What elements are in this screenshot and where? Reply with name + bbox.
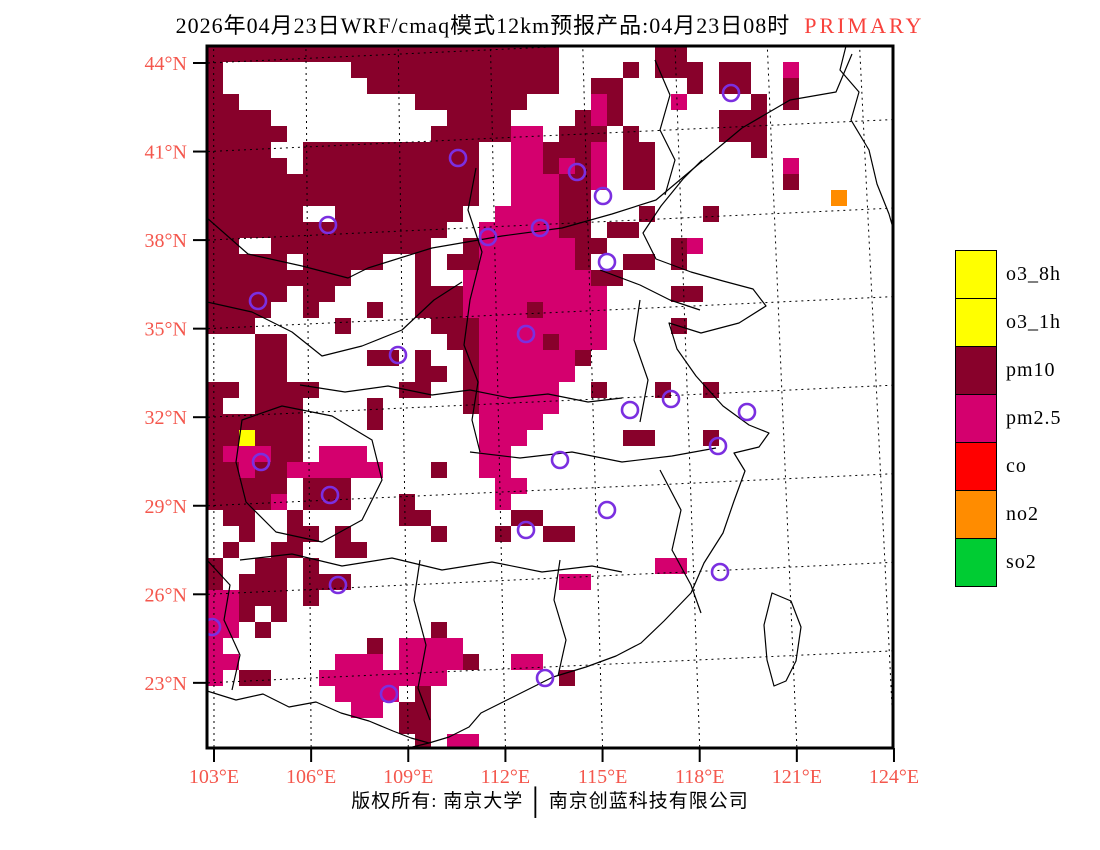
pollution-raster [207, 46, 847, 748]
city-marker-icon [379, 684, 399, 704]
province-boundaries [207, 46, 893, 748]
lat-tick-label: 35°N [145, 319, 187, 341]
map-inner [207, 46, 893, 748]
lat-tick-label: 26°N [145, 584, 187, 606]
city-marker-icon [550, 450, 570, 470]
city-marker-icon [516, 520, 536, 540]
legend-label: pm10 [1006, 359, 1056, 381]
title-highlight: PRIMARY [804, 13, 925, 38]
city-marker-icon [620, 400, 640, 420]
city-marker-icon [248, 291, 268, 311]
city-marker-icon [593, 186, 613, 206]
lat-tick-label: 29°N [145, 496, 187, 518]
lon-tick-label: 121°E [772, 766, 822, 788]
city-marker-icon [567, 162, 587, 182]
map-frame [205, 44, 895, 750]
title-main: 2026年04月23日WRF/cmaq模式12km预报产品:04月23日08时 [175, 13, 791, 38]
lat-tick-label: 32°N [145, 407, 187, 429]
lon-tick-label: 106°E [286, 766, 336, 788]
legend-label: no2 [1006, 503, 1039, 525]
legend-item-co: co [955, 442, 1100, 491]
legend-item-no2: no2 [955, 490, 1100, 539]
city-marker-icon [737, 402, 757, 422]
legend-item-o3_1h: o3_1h [955, 298, 1100, 347]
legend-swatch [955, 250, 997, 299]
city-marker-icon [516, 324, 536, 344]
page-title: 2026年04月23日WRF/cmaq模式12km预报产品:04月23日08时 P… [0, 8, 1100, 40]
legend-item-pm2.5: pm2.5 [955, 394, 1100, 443]
lon-tick-label: 109°E [383, 766, 433, 788]
city-marker-icon [448, 148, 468, 168]
city-marker-icon [478, 227, 498, 247]
city-marker-icon [318, 215, 338, 235]
graticule [207, 46, 893, 748]
lat-tick-label: 44°N [145, 53, 187, 75]
copyright-footer: 版权所有: 南京大学 │ 南京创蓝科技有限公司 [0, 786, 1100, 817]
city-marker-icon [530, 218, 550, 238]
legend-label: pm2.5 [1006, 407, 1062, 429]
city-marker-icon [597, 500, 617, 520]
city-marker-icon [320, 485, 340, 505]
lon-tick-label: 112°E [481, 766, 530, 788]
city-marker-icon [535, 668, 555, 688]
legend-label: o3_1h [1006, 311, 1061, 333]
axis-ticks-labels: 44°N 41°N 38°N 35°N 32°N 29°N 26°N 23°N 103°E 106… [145, 53, 920, 788]
city-marker-icon [207, 617, 222, 637]
city-markers [207, 83, 757, 704]
city-marker-icon [328, 575, 348, 595]
lon-tick-label: 115°E [578, 766, 627, 788]
legend-swatch [955, 490, 997, 539]
legend-swatch [955, 394, 997, 443]
copyright-right: 南京创蓝科技有限公司 [548, 791, 749, 812]
city-marker-icon [251, 452, 271, 472]
lat-tick-label: 41°N [145, 142, 187, 164]
legend-label: so2 [1006, 551, 1037, 573]
city-marker-icon [388, 345, 408, 365]
legend-label: o3_8h [1006, 263, 1061, 285]
pollutant-legend: o3_8h o3_1h pm10 pm2.5 co no2 so2 [955, 250, 1100, 587]
city-marker-icon [708, 436, 728, 456]
city-marker-icon [710, 562, 730, 582]
legend-swatch [955, 442, 997, 491]
legend-item-o3_8h: o3_8h [955, 250, 1100, 299]
legend-item-pm10: pm10 [955, 346, 1100, 395]
lat-tick-label: 38°N [145, 230, 187, 252]
lon-tick-label: 118°E [675, 766, 724, 788]
legend-swatch [955, 538, 997, 587]
lon-tick-label: 103°E [189, 766, 239, 788]
lon-tick-label: 124°E [869, 766, 919, 788]
legend-swatch [955, 346, 997, 395]
legend-item-so2: so2 [955, 538, 1100, 587]
city-marker-icon [721, 83, 741, 103]
city-marker-icon [597, 252, 617, 272]
city-marker-icon [661, 389, 681, 409]
copyright-divider: │ [526, 787, 546, 816]
legend-label: co [1006, 455, 1027, 477]
copyright-left: 版权所有: 南京大学 [351, 791, 524, 812]
legend-swatch [955, 298, 997, 347]
lat-tick-label: 23°N [145, 673, 187, 695]
